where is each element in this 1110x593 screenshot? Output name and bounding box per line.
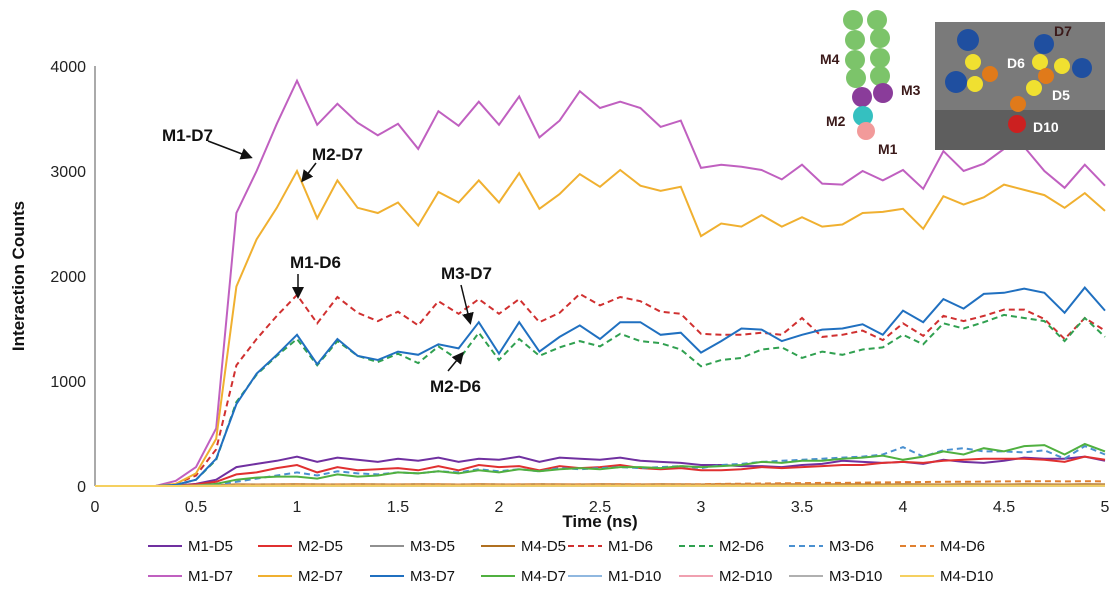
series-lines <box>95 78 1106 487</box>
legend-label: M1-D7 <box>188 568 233 585</box>
legend-item-m4-d10: M4-D10 <box>900 568 993 585</box>
legend-label: M4-D5 <box>521 538 566 555</box>
y-tick-label: 3000 <box>50 164 86 181</box>
y-tick-label: 2000 <box>50 269 86 286</box>
annotation-m1-d6-label: M1-D6 <box>290 253 341 272</box>
legend-label: M1-D6 <box>608 538 653 555</box>
x-tick-label: 4 <box>899 499 908 516</box>
legend-label: M2-D7 <box>298 568 343 585</box>
x-tick-label: 1.5 <box>387 499 409 516</box>
series-line-m2-d5 <box>95 455 1106 487</box>
legend-label: M3-D7 <box>410 568 455 585</box>
series-line-m1-d6 <box>95 292 1106 487</box>
legend-item-m3-d5: M3-D5 <box>370 538 455 555</box>
legend-item-m1-d7: M1-D7 <box>148 568 233 585</box>
legend-label: M1-D5 <box>188 538 233 555</box>
x-tick-label: 3 <box>697 499 706 516</box>
annotations: M1-D7 M2-D7 M1-D6 M3-D7 M2-D6 <box>162 126 492 396</box>
x-tick-labels: 0 0.5 1 1.5 2 2.5 3 3.5 4 4.5 5 <box>91 499 1110 516</box>
annotation-m3-d7-arrow <box>460 284 474 325</box>
legend-label: M2-D6 <box>719 538 764 555</box>
legend-item-m1-d6: M1-D6 <box>568 538 653 555</box>
legend-label: M2-D10 <box>719 568 772 585</box>
annotation-m3-d7-label: M3-D7 <box>441 264 492 283</box>
legend-label: M4-D7 <box>521 568 566 585</box>
annotation-m2-d6-label: M2-D6 <box>430 377 481 396</box>
series-line-m4-d6 <box>95 480 1106 487</box>
x-tick-label: 5 <box>1101 499 1110 516</box>
inset-label-m2: M2 <box>826 113 846 129</box>
x-tick-label: 4.5 <box>993 499 1015 516</box>
legend-item-m2-d5: M2-D5 <box>258 538 343 555</box>
series-line-m4-d7 <box>95 442 1106 487</box>
legend-label: M4-D6 <box>940 538 985 555</box>
legend: M1-D5 M2-D5 M3-D5 M4-D5 M1-D6 M2-D6 M3-D6 M4-D6… <box>148 538 993 585</box>
annotation-m1-d7-label: M1-D7 <box>162 126 213 145</box>
legend-item-m4-d7: M4-D7 <box>481 568 566 585</box>
x-tick-label: 2 <box>495 499 504 516</box>
y-axis-title: Interaction Counts <box>9 201 28 351</box>
x-tick-label: 0 <box>91 499 100 516</box>
legend-item-m2-d6: M2-D6 <box>679 538 764 555</box>
inset-label-d10: D10 <box>1033 119 1059 135</box>
legend-item-m3-d6: M3-D6 <box>789 538 874 555</box>
legend-label: M4-D10 <box>940 568 993 585</box>
annotation-m2-d6-arrow <box>447 351 464 372</box>
legend-item-m2-d7: M2-D7 <box>258 568 343 585</box>
y-tick-label: 1000 <box>50 374 86 391</box>
inset-label-d7: D7 <box>1054 23 1072 39</box>
annotation-m1-d7-arrow <box>207 140 253 160</box>
legend-item-m3-d7: M3-D7 <box>370 568 455 585</box>
x-tick-label: 1 <box>293 499 302 516</box>
legend-label: M3-D6 <box>829 538 874 555</box>
x-axis-title: Time (ns) <box>562 512 637 531</box>
series-line-m1-d7 <box>95 78 1106 487</box>
legend-item-m1-d10: M1-D10 <box>568 568 661 585</box>
x-tick-label: 0.5 <box>185 499 207 516</box>
legend-item-m2-d10: M2-D10 <box>679 568 772 585</box>
surface-inset: D7 D6 D5 D10 <box>935 22 1105 150</box>
legend-label: M2-D5 <box>298 538 343 555</box>
legend-item-m3-d10: M3-D10 <box>789 568 882 585</box>
y-tick-labels: 0 1000 2000 3000 4000 <box>50 59 86 496</box>
legend-item-m1-d5: M1-D5 <box>148 538 233 555</box>
annotation-m2-d7-arrow <box>301 162 317 183</box>
series-line-m2-d7 <box>95 168 1106 487</box>
legend-item-m4-d5: M4-D5 <box>481 538 566 555</box>
inset-label-d6: D6 <box>1007 55 1025 71</box>
legend-label: M3-D10 <box>829 568 882 585</box>
molecule-inset: M4 M3 M2 M1 <box>820 10 921 157</box>
inset-label-d5: D5 <box>1052 87 1070 103</box>
series-line-m3-d7 <box>95 286 1106 487</box>
annotation-m2-d7-label: M2-D7 <box>312 145 363 164</box>
inset-label-m4: M4 <box>820 51 840 67</box>
y-tick-label: 0 <box>77 479 86 496</box>
legend-item-m4-d6: M4-D6 <box>900 538 985 555</box>
y-tick-label: 4000 <box>50 59 86 76</box>
x-tick-label: 3.5 <box>791 499 813 516</box>
legend-label: M1-D10 <box>608 568 661 585</box>
inset-label-m1: M1 <box>878 141 898 157</box>
inset-label-m3: M3 <box>901 82 921 98</box>
x-tick-label: 2.5 <box>589 499 611 516</box>
legend-label: M3-D5 <box>410 538 455 555</box>
